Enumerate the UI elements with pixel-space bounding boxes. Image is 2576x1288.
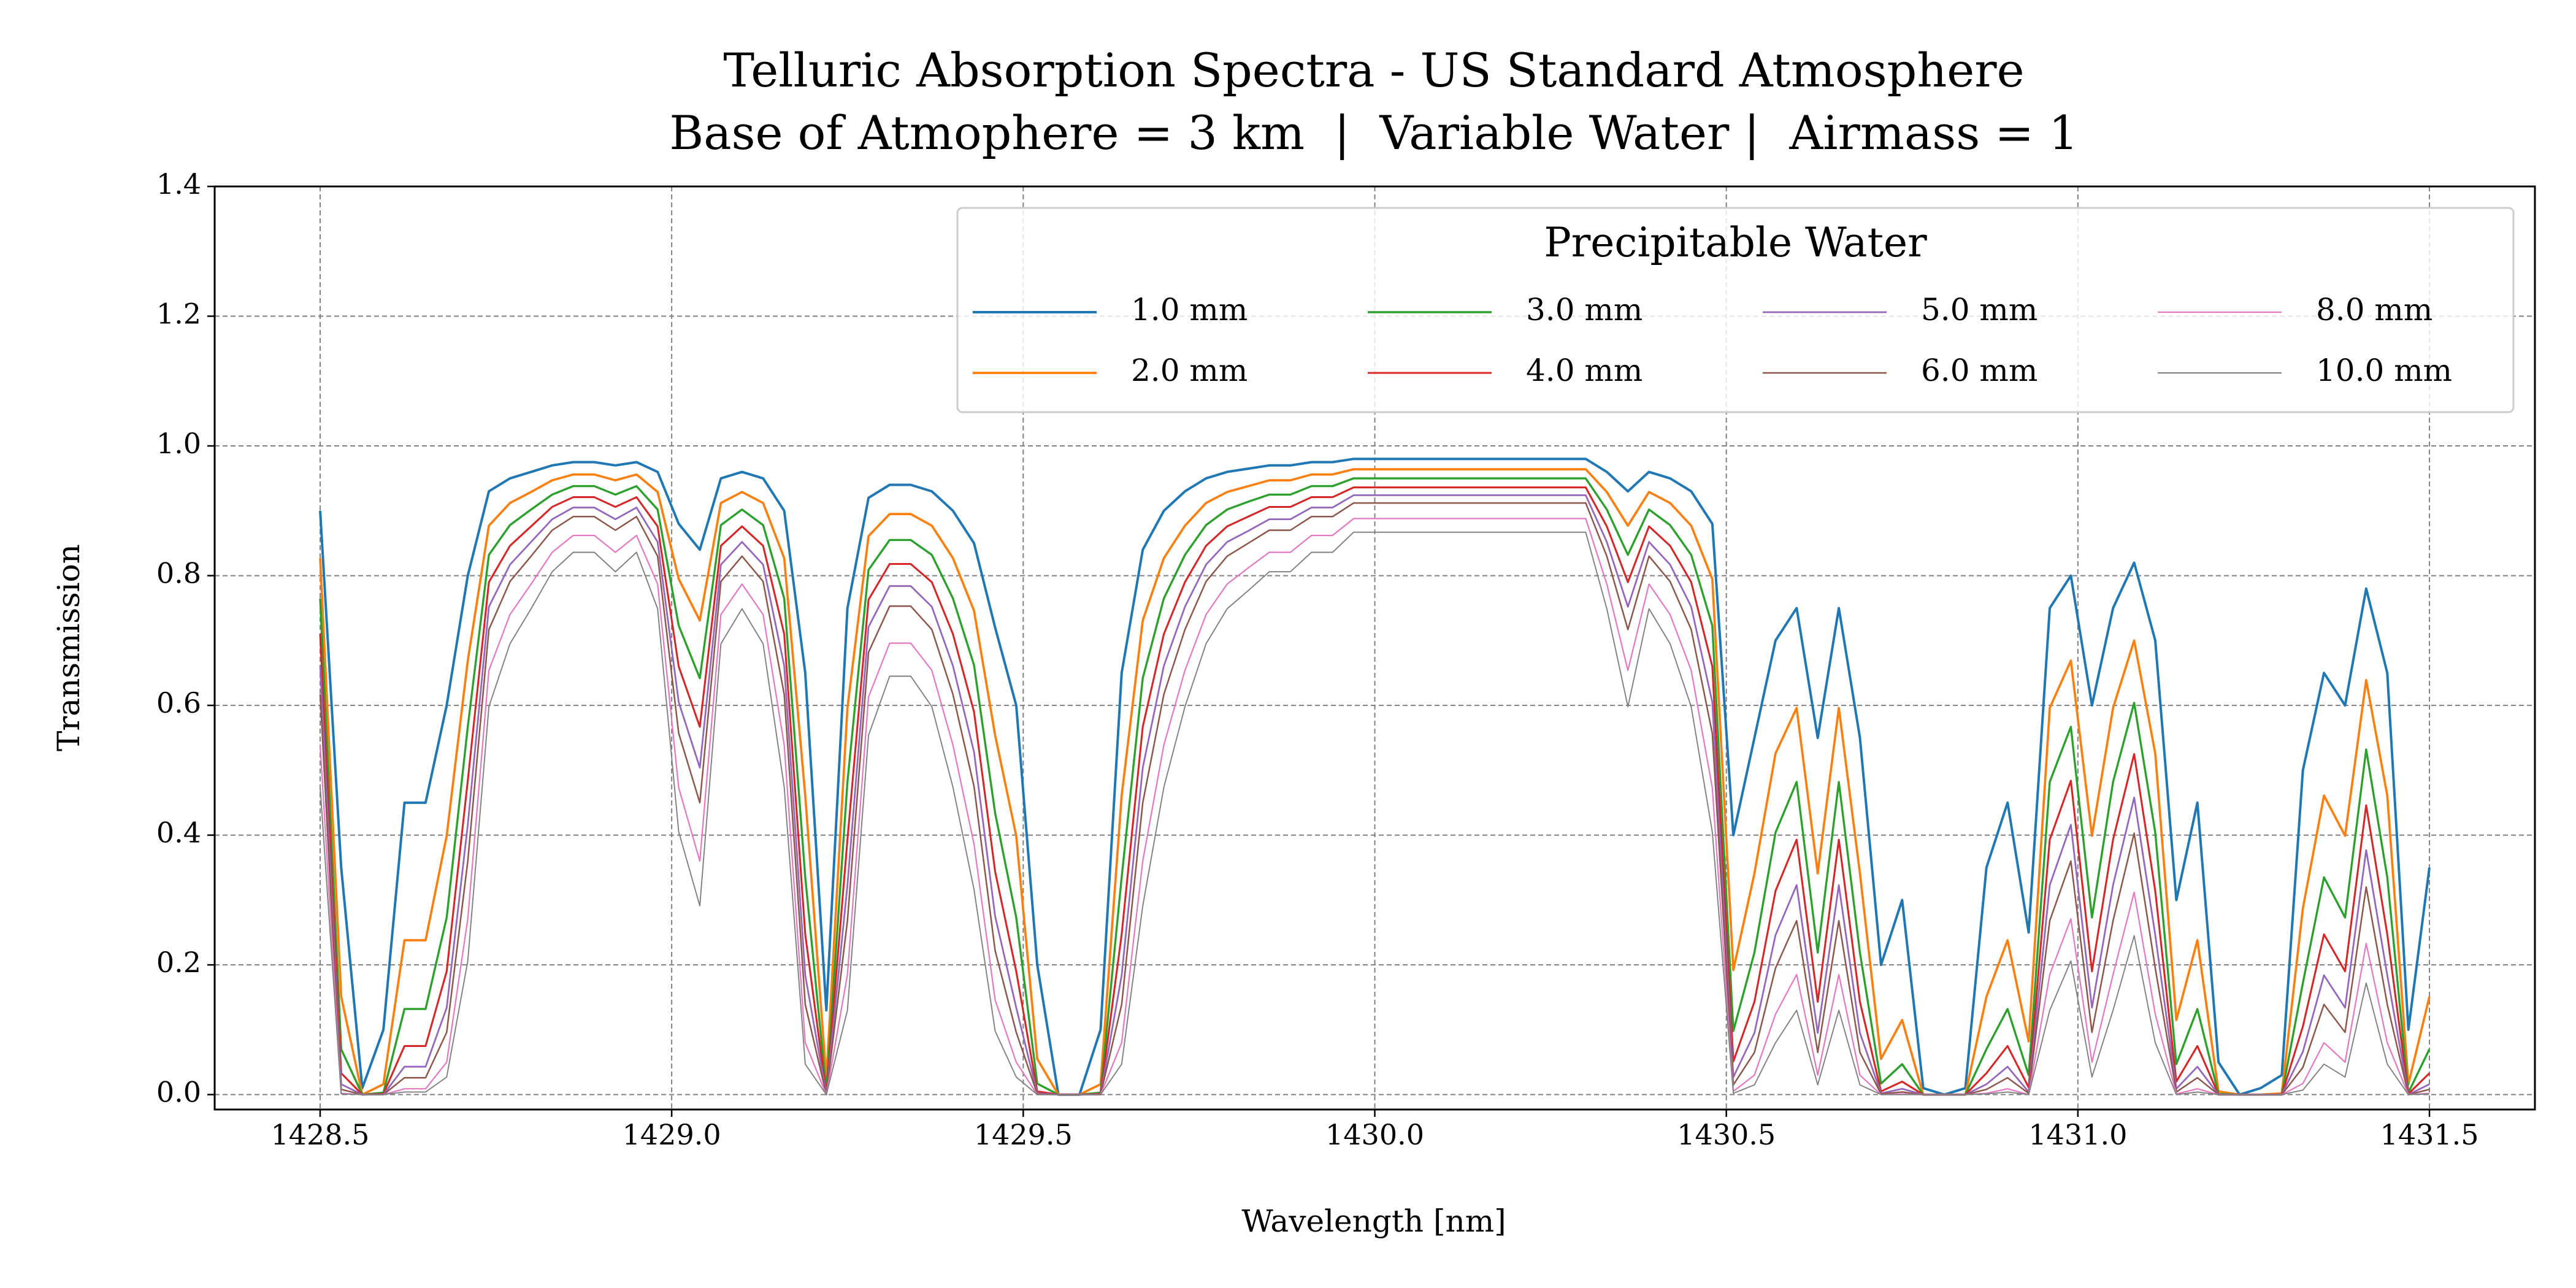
y-tick-label: 1.4 [156,167,201,201]
plot-area [319,458,2431,1096]
x-tick-label: 1430.5 [1677,1118,1776,1151]
legend-label: 3.0 mm [1526,292,1643,328]
series-line [319,477,2431,1096]
y-tick-label: 0.0 [156,1076,201,1109]
y-tick-label: 1.0 [156,427,201,460]
legend: Precipitable Water 1.0 mm 2.0 mm 3.0 mm 4.0 … [956,207,2515,413]
axes: 1428.5 1429.0 1429.5 1430.0 1430.5 1431.0 1431… [156,167,2536,1151]
y-tick-label: 1.2 [156,297,201,331]
legend-label: 4.0 mm [1526,353,1643,388]
y-tick-label: 0.8 [156,557,201,590]
legend-label: 8.0 mm [2316,292,2432,328]
series-line [319,518,2430,1095]
x-tick-label: 1429.5 [974,1118,1073,1151]
legend-label: 1.0 mm [1131,292,1248,328]
x-tick-label: 1430.0 [1325,1118,1424,1151]
legend-title: Precipitable Water [1544,219,1927,266]
series-line [319,486,2431,1096]
chart-title: Telluric Absorption Spectra - US Standar… [723,43,2024,98]
legend-label: 6.0 mm [1921,353,2037,388]
series-line [319,458,2431,1096]
y-tick-label: 0.6 [156,686,201,719]
legend-box [956,207,2515,413]
x-tick-label: 1429.0 [623,1118,721,1151]
series-line [319,494,2430,1096]
legend-label: 2.0 mm [1131,353,1248,388]
x-axis-label: Wavelength [nm] [1241,1203,1506,1239]
x-tick-label: 1431.5 [2380,1118,2479,1151]
legend-label: 10.0 mm [2316,353,2452,388]
axes-frame [213,185,2536,1111]
x-tick-label: 1428.5 [270,1118,369,1151]
legend-label: 5.0 mm [1921,292,2037,328]
y-tick-label: 0.4 [156,816,201,849]
x-tick-label: 1431.0 [2028,1118,2127,1151]
chart-subtitle: Base of Atmophere = 3 km | Variable Wate… [669,105,2078,160]
series-line [320,531,2430,1095]
y-axis-label: Transmission [51,544,86,751]
series-line [319,502,2430,1095]
series-line [319,468,2431,1096]
y-tick-label: 0.2 [156,946,201,979]
